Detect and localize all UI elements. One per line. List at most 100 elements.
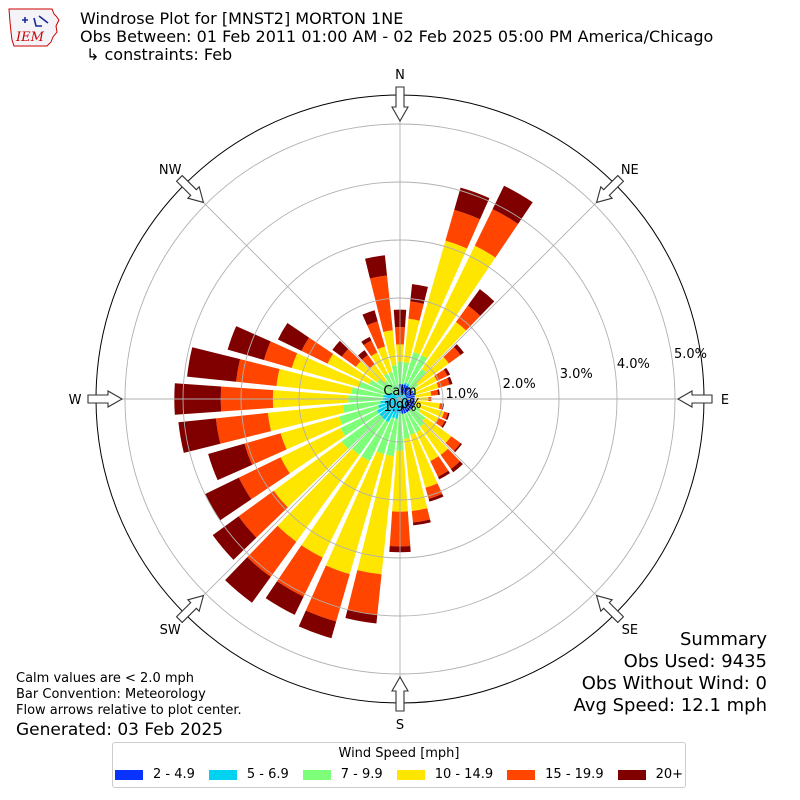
bar-segment [204, 477, 252, 521]
bar-segment [386, 418, 398, 457]
bar-segment [212, 516, 257, 560]
svg-text:IEM: IEM [15, 30, 45, 45]
bar-segment [377, 346, 393, 373]
bar-segment [267, 405, 345, 432]
bar-segment [467, 289, 495, 316]
bar-segment [397, 393, 404, 408]
bar-segment [443, 346, 461, 364]
radial-tick-label: 3.0% [560, 367, 593, 382]
bar-segment [441, 411, 449, 420]
bar-segment [406, 406, 424, 427]
arrow-shape [595, 174, 625, 204]
legend-title: Wind Speed [mph] [338, 746, 460, 761]
bar-segment [280, 416, 343, 450]
compass-label: S [396, 718, 404, 733]
flow-arrow-icon [595, 174, 625, 204]
iem-logo: IEM [8, 8, 60, 47]
legend-swatch [208, 769, 237, 780]
bar-segment [405, 390, 414, 397]
legend-label: 15 - 19.9 [545, 767, 604, 782]
bar-segment [341, 414, 382, 450]
legend-label: 10 - 14.9 [434, 767, 494, 782]
generated-date: Generated: 03 Feb 2025 [16, 720, 224, 740]
arrow-shape [175, 594, 205, 624]
bar-segment [413, 400, 440, 409]
bar-segment [404, 352, 420, 384]
bar-segment [410, 432, 438, 488]
bar-segment [376, 379, 395, 395]
bar-segment [345, 609, 378, 624]
bar-segment [440, 448, 461, 469]
flow-arrows-note: Flow arrows relative to plot center. [16, 703, 242, 718]
legend-label: 5 - 6.9 [246, 767, 289, 782]
legend-items: 2 - 4.9 5 - 6.9 7 - 9.9 10 - 14.9 15 - 19.9 2… [113, 767, 685, 782]
bar-segment [453, 344, 464, 355]
flow-arrow-icon [175, 174, 205, 204]
arrow-shape [391, 675, 409, 712]
radial-tick-label: 4.0% [617, 357, 650, 372]
legend-swatch [114, 769, 143, 780]
bar-segment [244, 433, 287, 465]
radial-tick-label: 0.0% [388, 397, 421, 412]
bar-segment [406, 399, 415, 403]
calm-value: 1.9% [383, 400, 416, 415]
flow-arrow-icon [595, 594, 625, 624]
bar-segment [420, 423, 449, 455]
bar-segment [430, 389, 439, 396]
summary-heading: Summary [680, 629, 767, 650]
radial-tick-label: 1.0% [446, 387, 479, 402]
arrow-shape [175, 174, 205, 204]
bar-segment [445, 209, 481, 249]
obs-used: Obs Used: 9435 [623, 651, 767, 672]
legend: Wind Speed [mph] 2 - 4.9 5 - 6.9 7 - 9.9 10… [112, 742, 686, 788]
bar-segment [340, 410, 379, 437]
legend-item: 5 - 6.9 [208, 767, 289, 782]
bar-segment [358, 350, 368, 360]
bar-segment [384, 380, 397, 396]
arrow-shape [87, 390, 124, 408]
bar-segment [415, 382, 439, 395]
bar-segment [370, 364, 387, 383]
bar-segment [428, 493, 444, 502]
compass-label: NW [159, 163, 182, 178]
flow-arrow-icon [391, 675, 409, 712]
bar-segment [413, 240, 468, 355]
radial-tick-label: 2.0% [503, 377, 536, 392]
bar-segment [332, 340, 349, 357]
bar-segment [445, 436, 461, 452]
legend-swatch [617, 769, 646, 780]
bar-segment [401, 384, 407, 394]
bar-segment [445, 412, 450, 421]
bar-segment [342, 401, 381, 413]
legend-item: 15 - 19.9 [507, 767, 604, 782]
grid-spoke [184, 388, 411, 615]
bar-segment [362, 310, 378, 326]
bar-segment [412, 519, 431, 526]
bar-segment [362, 354, 375, 369]
bar-segment [276, 368, 353, 394]
arrow-shape [595, 594, 625, 624]
bar-segment [436, 377, 450, 388]
chart-subtitle: Obs Between: 01 Feb 2011 01:00 AM - 02 F… [80, 27, 714, 46]
grid-spoke [389, 388, 616, 615]
bar-segment [361, 420, 389, 462]
bar-segment [454, 187, 490, 220]
flow-arrow-icon [391, 86, 409, 123]
compass-label: SE [622, 623, 638, 638]
avg-speed: Avg Speed: 12.1 mph [573, 695, 767, 716]
bar-segment [430, 456, 449, 477]
compass-label: N [395, 68, 405, 83]
bar-segment [474, 209, 519, 258]
bar-segment [403, 318, 420, 363]
bar-segment [341, 348, 361, 367]
legend-swatch [396, 769, 425, 780]
bar-segment [404, 408, 421, 433]
bar-segment [265, 581, 304, 615]
bar-segment [447, 376, 453, 385]
bar-segment [415, 403, 445, 418]
bar-segment [492, 185, 533, 224]
bar-segment [225, 557, 271, 603]
bar-segment [413, 391, 432, 398]
bar-segment [402, 407, 407, 414]
